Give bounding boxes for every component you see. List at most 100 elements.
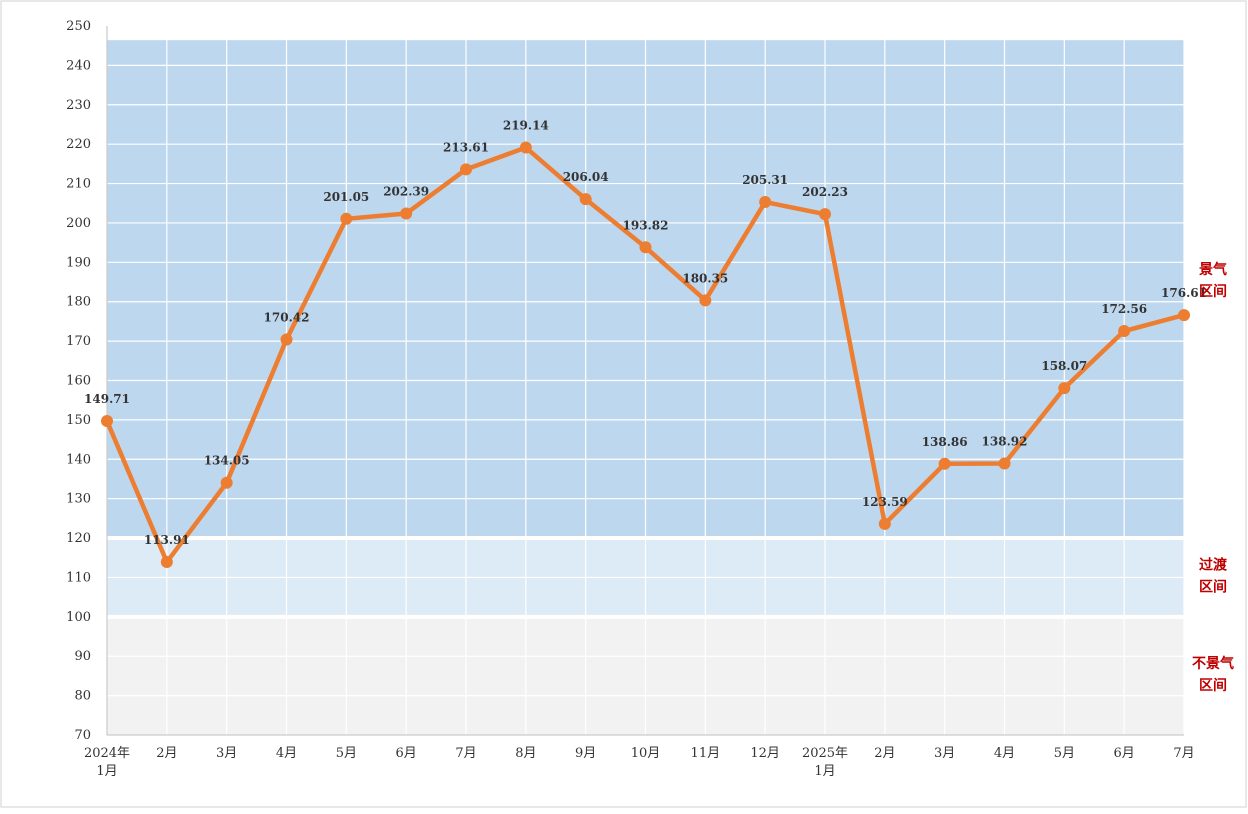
data-point bbox=[759, 196, 772, 209]
data-label: 134.05 bbox=[204, 454, 250, 468]
x-tick-label-line: 9月 bbox=[575, 746, 596, 761]
data-label: 213.61 bbox=[443, 140, 489, 154]
data-point bbox=[1058, 382, 1071, 395]
data-label: 138.92 bbox=[982, 435, 1028, 449]
data-point bbox=[400, 207, 413, 220]
y-tick-label: 120 bbox=[66, 531, 91, 546]
data-label: 202.39 bbox=[383, 185, 429, 199]
y-tick-label: 170 bbox=[66, 334, 91, 349]
data-label: 123.59 bbox=[862, 495, 908, 509]
x-tick-label-line: 1月 bbox=[814, 764, 835, 779]
data-point bbox=[519, 141, 532, 154]
zone-label-line: 区间 bbox=[1199, 283, 1227, 300]
y-tick-label: 190 bbox=[66, 255, 91, 270]
x-tick-label-line: 4月 bbox=[994, 746, 1015, 761]
x-tick-label: 9月 bbox=[575, 746, 596, 761]
axes: 70 80 90 100 110 120 130 140 150 160 170 180 190 200 2… bbox=[66, 19, 1194, 779]
x-tick-label-line: 2024年 bbox=[84, 746, 130, 761]
x-tick-label: 6月 bbox=[1114, 746, 1135, 761]
data-label: 158.07 bbox=[1041, 359, 1087, 373]
data-point bbox=[579, 193, 592, 206]
x-tick-label-line: 3月 bbox=[216, 746, 237, 761]
x-tick-label-line: 6月 bbox=[396, 746, 417, 761]
data-label: 206.04 bbox=[563, 170, 609, 184]
data-point bbox=[699, 294, 712, 307]
data-label: 170.42 bbox=[264, 310, 310, 324]
data-point bbox=[639, 241, 652, 254]
x-tick-label: 2025年 1月 bbox=[802, 746, 848, 779]
data-point bbox=[819, 208, 831, 221]
x-tick-label: 7月 bbox=[455, 746, 476, 761]
zone-label-1: 过渡区间 bbox=[1199, 556, 1228, 595]
data-label: 205.31 bbox=[742, 173, 788, 187]
x-tick-label-line: 5月 bbox=[1054, 746, 1075, 761]
y-tick-label: 70 bbox=[74, 728, 91, 743]
data-point bbox=[101, 415, 113, 428]
data-point bbox=[460, 163, 472, 176]
x-tick-label: 10月 bbox=[631, 746, 661, 761]
x-tick-label: 3月 bbox=[934, 746, 955, 761]
y-tick-label: 180 bbox=[66, 295, 91, 310]
data-point bbox=[998, 457, 1011, 470]
x-tick-label-line: 5月 bbox=[336, 746, 357, 761]
y-tick-label: 220 bbox=[66, 137, 91, 152]
x-tick-label-line: 12月 bbox=[750, 746, 780, 761]
series bbox=[101, 141, 1190, 569]
x-tick-label: 4月 bbox=[994, 746, 1015, 761]
y-tick-label: 230 bbox=[66, 98, 91, 113]
data-label: 219.14 bbox=[503, 119, 549, 133]
zone-label-line: 区间 bbox=[1199, 677, 1227, 694]
x-tick-label-line: 11月 bbox=[691, 746, 721, 761]
x-tick-label-line: 3月 bbox=[934, 746, 955, 761]
zone-label-line: 景气 bbox=[1199, 261, 1227, 278]
data-label: 193.82 bbox=[623, 218, 669, 232]
data-point bbox=[340, 212, 353, 225]
y-tick-label: 100 bbox=[66, 610, 91, 625]
data-label: 138.86 bbox=[922, 435, 968, 449]
data-point bbox=[1178, 309, 1190, 322]
x-tick-label: 3月 bbox=[216, 746, 237, 761]
x-tick-label: 5月 bbox=[336, 746, 357, 761]
y-tick-label: 140 bbox=[66, 452, 91, 467]
zone-label-2: 不景气区间 bbox=[1192, 655, 1234, 694]
zone-label-line: 不景气 bbox=[1192, 655, 1234, 672]
data-label: 149.71 bbox=[84, 392, 130, 406]
x-tick-label-line: 4月 bbox=[276, 746, 297, 761]
y-tick-label: 240 bbox=[66, 58, 91, 73]
x-tick-label-line: 8月 bbox=[515, 746, 536, 761]
y-tick-label: 130 bbox=[66, 492, 91, 507]
x-tick-label-line: 7月 bbox=[1173, 746, 1194, 761]
x-tick-label-line: 2月 bbox=[156, 746, 177, 761]
x-tick-label-line: 10月 bbox=[631, 746, 661, 761]
data-point bbox=[160, 556, 173, 569]
y-tick-label: 90 bbox=[74, 649, 91, 664]
x-tick-label: 2月 bbox=[874, 746, 895, 761]
x-tick-label-line: 7月 bbox=[455, 746, 476, 761]
data-labels: 149.71 113.91 134.05 170.42 201.05 202.39 213.… bbox=[84, 119, 1207, 547]
data-point bbox=[1118, 325, 1131, 338]
data-label: 180.35 bbox=[682, 271, 728, 285]
zone-label-line: 过渡 bbox=[1199, 556, 1228, 573]
x-tick-label-line: 2025年 bbox=[802, 746, 848, 761]
y-tick-label: 160 bbox=[66, 374, 91, 389]
data-label: 201.05 bbox=[323, 190, 369, 204]
x-tick-label: 6月 bbox=[396, 746, 417, 761]
zone-label-0: 景气区间 bbox=[1199, 261, 1227, 300]
x-tick-label: 11月 bbox=[691, 746, 721, 761]
x-tick-label: 8月 bbox=[515, 746, 536, 761]
y-tick-label: 80 bbox=[74, 689, 91, 704]
y-tick-label: 150 bbox=[66, 413, 91, 428]
y-tick-label: 110 bbox=[66, 570, 91, 585]
y-tick-label: 250 bbox=[66, 19, 91, 34]
x-tick-label: 7月 bbox=[1173, 746, 1194, 761]
data-label: 113.91 bbox=[144, 533, 190, 547]
data-label: 172.56 bbox=[1101, 302, 1147, 316]
data-point bbox=[878, 517, 891, 530]
data-point bbox=[220, 476, 233, 489]
x-tick-label-line: 2月 bbox=[874, 746, 895, 761]
data-point bbox=[280, 333, 293, 346]
x-tick-label: 2月 bbox=[156, 746, 177, 761]
data-label: 202.23 bbox=[802, 185, 848, 199]
